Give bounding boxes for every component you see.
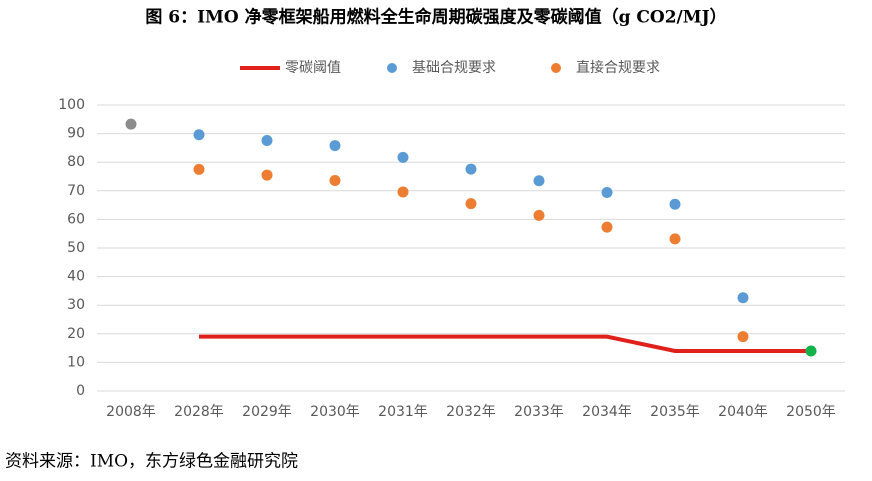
data-point bbox=[737, 292, 749, 304]
y-tick-label: 50 bbox=[67, 240, 85, 256]
y-tick-label: 60 bbox=[67, 211, 85, 227]
y-tick-label: 80 bbox=[67, 154, 85, 170]
y-tick-label: 20 bbox=[67, 326, 85, 342]
data-point bbox=[669, 198, 681, 210]
x-tick-label: 2040年 bbox=[718, 404, 768, 420]
source-note: 资料来源：IMO，东方绿色金融研究院 bbox=[5, 452, 298, 472]
data-point bbox=[601, 221, 613, 233]
y-tick-label: 10 bbox=[67, 354, 85, 370]
legend-label: 零碳阈值 bbox=[285, 60, 341, 76]
data-point bbox=[737, 331, 749, 343]
data-point bbox=[193, 163, 205, 175]
data-point bbox=[805, 345, 817, 357]
chart-title: 图 6：IMO 净零框架船用燃料全生命周期碳强度及零碳阈值（g CO2/MJ） bbox=[145, 7, 726, 28]
data-point bbox=[397, 186, 409, 198]
data-point bbox=[193, 129, 205, 141]
data-point bbox=[465, 198, 477, 210]
data-point bbox=[669, 233, 681, 245]
x-tick-label: 2030年 bbox=[310, 404, 360, 420]
y-tick-label: 100 bbox=[58, 97, 85, 113]
legend-label: 直接合规要求 bbox=[576, 59, 660, 76]
data-point bbox=[465, 163, 477, 175]
x-tick-label: 2034年 bbox=[582, 404, 632, 420]
x-tick-label: 2029年 bbox=[242, 404, 292, 420]
data-point bbox=[261, 134, 273, 146]
y-tick-label: 70 bbox=[67, 183, 85, 199]
data-point bbox=[125, 118, 137, 130]
x-tick-label: 2050年 bbox=[786, 404, 836, 420]
y-tick-label: 40 bbox=[67, 269, 85, 285]
data-point bbox=[329, 175, 341, 187]
x-tick-label: 2035年 bbox=[650, 404, 700, 420]
x-tick-label: 2028年 bbox=[174, 404, 224, 420]
x-tick-label: 2008年 bbox=[106, 404, 156, 420]
legend-swatch bbox=[387, 63, 397, 73]
data-point bbox=[329, 140, 341, 152]
legend-label: 基础合规要求 bbox=[412, 59, 496, 76]
data-point bbox=[533, 209, 545, 221]
x-tick-label: 2033年 bbox=[514, 404, 564, 420]
x-tick-label: 2031年 bbox=[378, 404, 428, 420]
y-tick-label: 30 bbox=[67, 297, 85, 313]
y-tick-label: 90 bbox=[67, 126, 85, 142]
y-tick-label: 0 bbox=[76, 383, 85, 399]
data-point bbox=[261, 169, 273, 181]
data-point bbox=[397, 151, 409, 163]
data-point bbox=[533, 175, 545, 187]
legend-swatch bbox=[551, 63, 561, 73]
threshold-line bbox=[199, 334, 811, 353]
x-tick-label: 2032年 bbox=[446, 404, 496, 420]
data-point bbox=[601, 187, 613, 199]
